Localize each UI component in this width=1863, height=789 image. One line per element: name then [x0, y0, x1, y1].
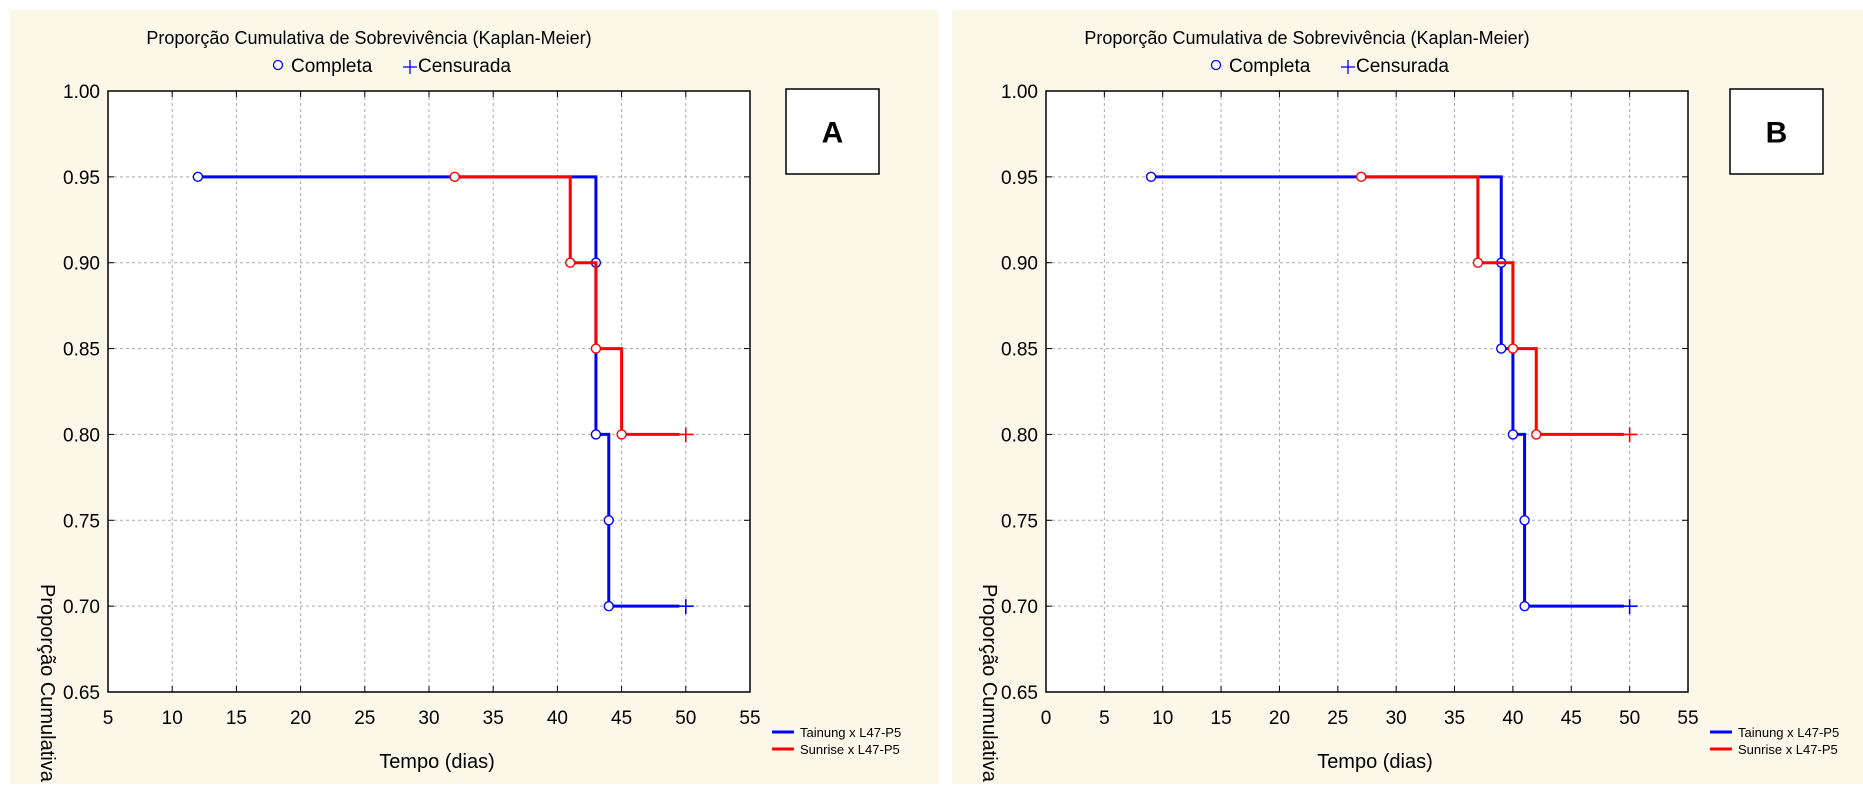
x-tick-label: 0 [1041, 708, 1052, 729]
x-tick-label: 5 [1099, 708, 1110, 729]
y-tick-label: 0.90 [1001, 254, 1038, 275]
complete-point [590, 343, 602, 354]
complete-point [1519, 600, 1530, 612]
survival-curve [454, 175, 680, 436]
legend-censored-label: Censurada [1356, 56, 1449, 77]
x-tick-label: 5 [103, 708, 114, 729]
y-tick-label: 1.00 [1001, 82, 1038, 103]
panel-label: B [1766, 117, 1788, 150]
y-tick-label: 0.65 [63, 683, 100, 704]
legend-series-label: Tainung x L47-P5 [1738, 725, 1839, 740]
y-tick-label: 0.75 [1001, 511, 1038, 532]
chart-title: Proporção Cumulativa de Sobrevivência (K… [1084, 28, 1529, 48]
y-axis-label: Proporção Cumulativa [978, 584, 1000, 783]
x-tick-label: 30 [418, 708, 439, 729]
y-tick-label: 0.75 [63, 511, 100, 532]
complete-point [1145, 171, 1157, 183]
legend-series-label: Tainung x L47-P5 [800, 725, 901, 740]
y-tick-label: 0.95 [63, 168, 100, 189]
complete-point [1507, 343, 1519, 354]
x-tick-label: 25 [354, 708, 375, 729]
legend-censored-label: Censurada [418, 56, 511, 77]
x-tick-label: 30 [1386, 708, 1407, 729]
survival-curve [1361, 175, 1624, 436]
x-tick-label: 10 [162, 708, 183, 729]
y-axis-label: Proporção Cumulativa [36, 584, 58, 783]
censored-point [677, 599, 694, 615]
y-tick-label: 1.00 [63, 82, 100, 103]
y-tick-label: 0.85 [63, 340, 100, 361]
x-tick-label: 20 [290, 708, 311, 729]
x-tick-label: 50 [1619, 708, 1640, 729]
panel-label-box [1729, 88, 1824, 175]
complete-point [565, 257, 576, 268]
censored-marker-icon [403, 60, 417, 74]
complete-marker-icon [1210, 59, 1222, 71]
x-tick-label: 45 [611, 708, 632, 729]
y-tick-label: 0.85 [1001, 340, 1038, 361]
chart-panel-a: 5 10 15 20 25 30 35 40 45 50 55 0.65 0.70 0.75 0.80 0.8… [10, 10, 939, 784]
chart-title: Proporção Cumulativa de Sobrevivência (K… [146, 28, 591, 48]
x-tick-label: 55 [1677, 708, 1698, 729]
survival-curve [197, 175, 680, 608]
complete-point [603, 515, 614, 526]
complete-point [1519, 515, 1530, 526]
y-tick-label: 0.65 [1001, 683, 1038, 704]
x-tick-label: 10 [1152, 708, 1173, 729]
censored-marker-icon [1341, 60, 1355, 74]
x-tick-label: 15 [1211, 708, 1232, 729]
legend-complete-label: Completa [1229, 56, 1311, 77]
plot-area [1046, 91, 1688, 692]
complete-point [1472, 257, 1484, 268]
x-tick-label: 40 [547, 708, 568, 729]
x-tick-label: 20 [1269, 708, 1290, 729]
series-1 [1145, 171, 1638, 615]
complete-marker-icon [272, 59, 284, 71]
x-tick-label: 50 [675, 708, 696, 729]
x-tick-label: 35 [1444, 708, 1465, 729]
complete-point [1355, 171, 1367, 183]
complete-point [192, 171, 204, 183]
plot-frame [1045, 90, 1689, 693]
y-tick-label: 0.95 [1001, 168, 1038, 189]
y-tick-label: 0.80 [63, 425, 100, 446]
complete-point [1531, 429, 1542, 440]
series-2 [1355, 171, 1638, 443]
complete-point [1507, 429, 1519, 440]
x-tick-label: 15 [226, 708, 247, 729]
censored-point [1621, 427, 1638, 443]
x-tick-label: 25 [1327, 708, 1348, 729]
panel-label: A [822, 117, 844, 150]
x-axis-label: Tempo (dias) [379, 751, 495, 773]
x-tick-label: 35 [483, 708, 504, 729]
series-1 [192, 171, 694, 615]
complete-point [590, 429, 602, 440]
x-tick-label: 55 [739, 708, 760, 729]
survival-curve [1151, 175, 1624, 608]
x-axis-label: Tempo (dias) [1317, 751, 1433, 773]
complete-point [1496, 343, 1507, 354]
chart-panel-b: 0 5 10 15 20 25 30 35 40 45 50 55 0.65 0.70 0.75 0.80 0.… [952, 10, 1863, 784]
censored-point [1621, 599, 1638, 615]
legend-series-label: Sunrise x L47-P5 [1738, 742, 1838, 757]
panel-label-box [785, 88, 880, 175]
x-tick-label: 40 [1502, 708, 1523, 729]
censored-point [677, 427, 694, 443]
complete-point [603, 600, 614, 612]
complete-point [449, 171, 460, 183]
y-tick-label: 0.90 [63, 254, 100, 275]
complete-point [616, 429, 627, 440]
y-tick-label: 0.70 [1001, 597, 1038, 618]
y-tick-label: 0.80 [1001, 425, 1038, 446]
series-2 [449, 171, 694, 443]
x-tick-label: 45 [1561, 708, 1582, 729]
y-tick-label: 0.70 [63, 597, 100, 618]
legend-series-label: Sunrise x L47-P5 [800, 742, 900, 757]
legend-complete-label: Completa [291, 56, 373, 77]
